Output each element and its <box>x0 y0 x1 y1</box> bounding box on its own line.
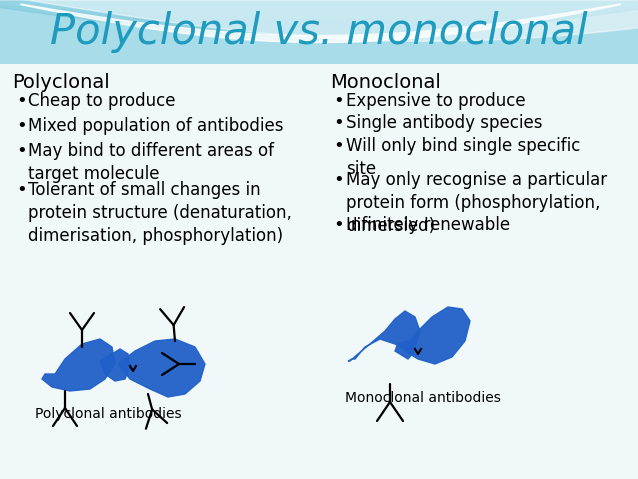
Text: Cheap to produce: Cheap to produce <box>28 92 175 110</box>
Bar <box>0 64 638 479</box>
Text: Monoclonal antibodies: Monoclonal antibodies <box>345 391 501 405</box>
Text: Polyclonal antibodies: Polyclonal antibodies <box>35 407 182 421</box>
Text: Single antibody species: Single antibody species <box>346 114 542 132</box>
Text: •: • <box>333 137 344 155</box>
Text: •: • <box>333 114 344 132</box>
Text: May bind to different areas of
target molecule: May bind to different areas of target mo… <box>28 142 274 183</box>
Text: •: • <box>16 181 27 199</box>
Text: Infinitely renewable: Infinitely renewable <box>346 216 510 234</box>
Text: •: • <box>333 171 344 189</box>
Polygon shape <box>42 339 115 391</box>
Text: •: • <box>16 117 27 135</box>
Text: Will only bind single specific
site: Will only bind single specific site <box>346 137 581 178</box>
Text: May only recognise a particular
protein form (phosphorylation,
dimersied): May only recognise a particular protein … <box>346 171 607 235</box>
Polygon shape <box>100 349 130 381</box>
Text: •: • <box>333 92 344 110</box>
Polygon shape <box>118 339 205 397</box>
Text: Polyclonal vs. monoclonal: Polyclonal vs. monoclonal <box>50 11 588 53</box>
Text: Mixed population of antibodies: Mixed population of antibodies <box>28 117 283 135</box>
Polygon shape <box>405 307 470 364</box>
Bar <box>0 0 638 64</box>
Text: Monoclonal: Monoclonal <box>330 73 441 92</box>
Text: Expensive to produce: Expensive to produce <box>346 92 526 110</box>
Text: •: • <box>16 92 27 110</box>
Text: Tolerant of small changes in
protein structure (denaturation,
dimerisation, phos: Tolerant of small changes in protein str… <box>28 181 292 245</box>
Text: •: • <box>333 216 344 234</box>
Text: Polyclonal: Polyclonal <box>12 73 110 92</box>
Polygon shape <box>348 311 420 361</box>
Polygon shape <box>395 341 415 359</box>
Text: •: • <box>16 142 27 160</box>
